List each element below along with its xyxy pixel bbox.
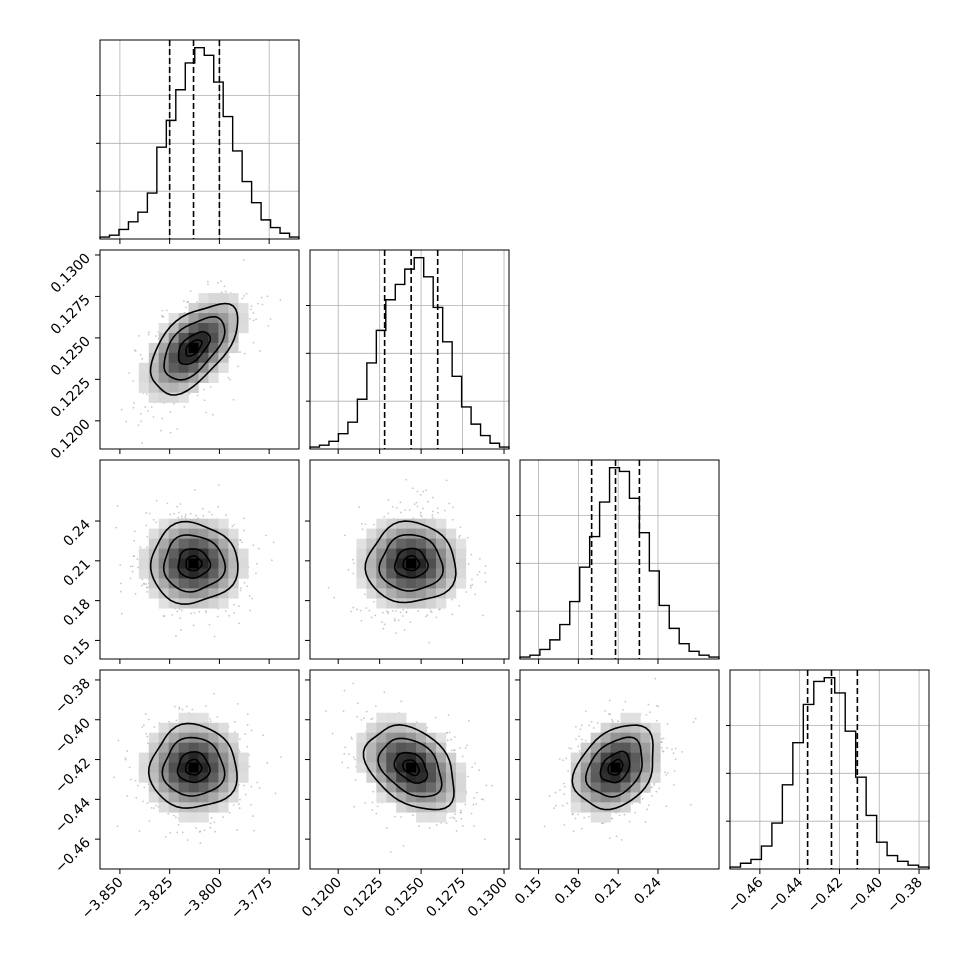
y-tick-label: 0.1200 [48, 416, 94, 462]
contour-line [584, 736, 643, 798]
hist-panel-3 [726, 669, 930, 870]
contour-line [149, 520, 239, 605]
contour-line [571, 724, 654, 811]
density-panel-3-1 [309, 669, 510, 870]
hist-panel-2 [516, 459, 720, 660]
panels: −3.850 −3.825 −3.800 −3.775 0.12000.12250.12… [48, 39, 930, 923]
y-tick-label: 0.1250 [48, 333, 94, 379]
contour-line [393, 751, 429, 784]
contour-line [607, 758, 624, 776]
contour-line [377, 737, 443, 798]
panel-frame [99, 669, 300, 870]
contour-line [162, 534, 227, 593]
panel-content [543, 677, 697, 841]
contour-line [176, 751, 211, 784]
panel-frame [99, 39, 300, 240]
x-tick-label: −0.38 [884, 875, 926, 917]
panel-frame [99, 459, 300, 660]
y-tick-label: −0.46 [52, 835, 94, 877]
density-peak [406, 558, 417, 569]
contour-line [402, 759, 420, 777]
hist-panel-1 [306, 249, 510, 450]
panel-frame [729, 669, 930, 870]
x-tick-label: 0.1250 [382, 875, 428, 921]
y-tick-label: 0.15 [60, 636, 93, 669]
density-panel-1-0 [99, 249, 300, 450]
x-tick-label: −0.46 [725, 874, 767, 916]
y-tick-label: 0.18 [60, 596, 93, 629]
x-tick-label: 0.15 [512, 875, 545, 908]
y-tick-label: 0.1300 [48, 250, 94, 296]
density-panel-3-0 [99, 669, 300, 870]
x-tick-label: 0.1300 [465, 875, 511, 921]
contour-line [184, 758, 203, 776]
y-tick-label: 0.1275 [48, 292, 94, 338]
density-panel-2-1 [309, 459, 510, 660]
contour-line [147, 722, 238, 809]
x-tick-label: −3.775 [228, 875, 276, 923]
x-tick-label: −0.44 [765, 874, 807, 916]
density-panel-3-2 [519, 669, 720, 870]
density-peak [406, 762, 417, 773]
x-tick-label: 0.18 [552, 875, 585, 908]
density-panel-2-0 [99, 459, 300, 660]
x-tick-label: −0.42 [805, 875, 847, 917]
x-tick-label: −0.40 [844, 875, 886, 917]
histogram-step [99, 46, 300, 239]
panel-frame [309, 459, 510, 660]
contour-line [185, 555, 203, 572]
y-tick-label: 0.21 [60, 556, 93, 589]
histogram-step [519, 466, 720, 659]
x-tick-label: 0.21 [592, 875, 625, 908]
panel-frame [519, 669, 720, 870]
contour-line [393, 547, 429, 579]
panel-content [327, 478, 509, 644]
contour-line [402, 555, 421, 572]
contour-line [378, 534, 444, 592]
y-tick-label: −0.40 [52, 715, 94, 757]
panel-frame [519, 459, 720, 660]
x-tick-label: −3.850 [79, 875, 127, 923]
y-tick-label: −0.42 [52, 755, 94, 797]
panel-frame [99, 249, 300, 450]
histogram-step [309, 256, 510, 449]
x-tick-label: 0.1200 [299, 875, 345, 921]
x-tick-label: 0.1225 [341, 875, 387, 921]
panel-content [115, 484, 275, 638]
contour-line [177, 330, 212, 365]
contour-line [364, 520, 457, 604]
contour-line [599, 750, 631, 784]
y-tick-label: −0.38 [52, 675, 94, 717]
contour-line [149, 302, 239, 396]
panel-content [113, 692, 282, 845]
panel-frame [309, 669, 510, 870]
y-tick-label: 0.24 [60, 516, 93, 549]
density-peak [610, 762, 621, 773]
density-peak [188, 342, 199, 353]
x-tick-label: −3.800 [178, 875, 226, 923]
panel-content [325, 682, 493, 854]
x-tick-label: 0.24 [631, 874, 664, 907]
y-tick-label: −0.44 [52, 795, 94, 837]
contour-line [177, 548, 212, 580]
contour-line [362, 723, 455, 811]
x-tick-label: 0.1275 [423, 875, 469, 921]
contour-line [163, 316, 226, 381]
density-peak [188, 558, 199, 569]
histogram-step [729, 676, 930, 869]
y-tick-label: 0.1225 [48, 375, 94, 421]
panel-content [120, 259, 282, 445]
density-peak [188, 762, 199, 773]
hist-panel-0 [96, 39, 300, 240]
panel-frame [309, 249, 510, 450]
contour-line [161, 736, 226, 797]
x-tick-label: −3.825 [129, 875, 177, 923]
